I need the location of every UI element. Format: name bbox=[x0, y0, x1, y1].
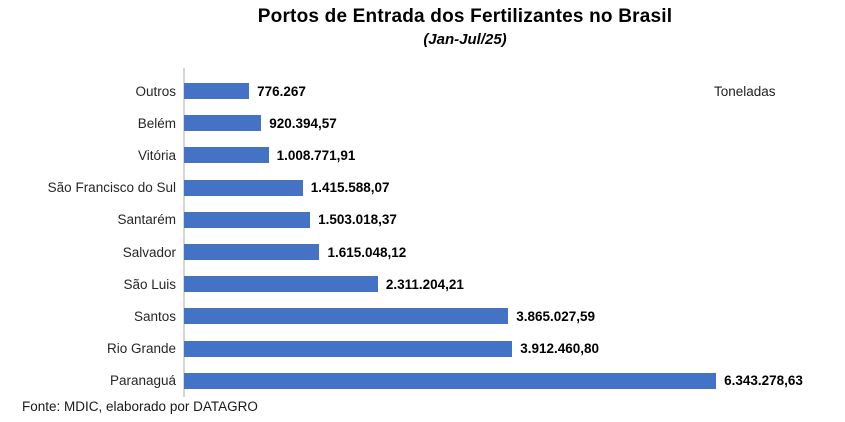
bar-track: 1.008.771,91 bbox=[184, 139, 845, 171]
title-block: Portos de Entrada dos Fertilizantes no B… bbox=[85, 6, 845, 48]
bar bbox=[184, 211, 311, 228]
bar-track: 3.865.027,59 bbox=[184, 300, 845, 332]
bar-track: 1.615.048,12 bbox=[184, 236, 845, 268]
bar-row: Outros 776.267 bbox=[0, 75, 845, 107]
value-label: 6.343.278,63 bbox=[724, 373, 803, 389]
unit-label: Toneladas bbox=[714, 84, 776, 99]
value-label: 1.503.018,37 bbox=[318, 212, 397, 228]
y-axis-line bbox=[183, 68, 185, 397]
bar-row: Rio Grande 3.912.460,80 bbox=[0, 333, 845, 365]
bar-track: 6.343.278,63 bbox=[184, 365, 845, 397]
chart-subtitle: (Jan-Jul/25) bbox=[423, 31, 507, 48]
bar-track: 1.503.018,37 bbox=[184, 204, 845, 236]
bar-track: 3.912.460,80 bbox=[184, 333, 845, 365]
bar-row: São Luis 2.311.204,21 bbox=[0, 268, 845, 300]
bar-track: 2.311.204,21 bbox=[184, 268, 845, 300]
bar bbox=[184, 179, 303, 196]
chart-title: Portos de Entrada dos Fertilizantes no B… bbox=[257, 6, 673, 27]
category-label: Vitória bbox=[137, 147, 176, 163]
category-label: Santos bbox=[133, 308, 176, 324]
value-label: 776.267 bbox=[257, 83, 306, 99]
category-label: Outros bbox=[135, 83, 176, 99]
bar-row: Belém 920.394,57 bbox=[0, 107, 845, 139]
category-label: Rio Grande bbox=[106, 341, 176, 357]
bar bbox=[184, 276, 378, 293]
bar bbox=[184, 147, 269, 164]
value-label: 1.615.048,12 bbox=[327, 244, 407, 260]
value-label: 920.394,57 bbox=[269, 115, 337, 131]
bar bbox=[184, 340, 513, 357]
category-label: São Francisco do Sul bbox=[47, 180, 176, 196]
category-label: Paranaguá bbox=[109, 373, 176, 389]
source-note: Fonte: MDIC, elaborado por DATAGRO bbox=[22, 399, 258, 414]
bar-row: Paranaguá 6.343.278,63 bbox=[0, 365, 845, 397]
category-label: Belém bbox=[137, 115, 176, 131]
bar-row: Santarém 1.503.018,37 bbox=[0, 204, 845, 236]
category-label: São Luis bbox=[123, 276, 176, 292]
bar-track: 920.394,57 bbox=[184, 107, 845, 139]
bar bbox=[184, 115, 262, 132]
category-label: Salvador bbox=[122, 244, 176, 260]
value-label: 1.415.588,07 bbox=[310, 180, 390, 196]
value-label: 3.865.027,59 bbox=[516, 308, 596, 324]
value-label: 2.311.204,21 bbox=[385, 276, 464, 292]
bar bbox=[184, 244, 320, 261]
category-label: Santarém bbox=[117, 212, 176, 228]
bar-row: Salvador 1.615.048,12 bbox=[0, 236, 845, 268]
bar-row: Vitória 1.008.771,91 bbox=[0, 139, 845, 171]
value-label: 1.008.771,91 bbox=[276, 147, 356, 163]
bar-track: 1.415.588,07 bbox=[184, 172, 845, 204]
bar-rows: Outros 776.267 Belém 920.394,57 Vitória 1.008… bbox=[0, 75, 845, 397]
bar-track: 776.267 bbox=[184, 75, 845, 107]
bar bbox=[184, 372, 717, 389]
bar bbox=[184, 83, 250, 100]
bar-row: São Francisco do Sul 1.415.588,07 bbox=[0, 172, 845, 204]
bar bbox=[184, 308, 509, 325]
bar-row: Santos 3.865.027,59 bbox=[0, 300, 845, 332]
value-label: 3.912.460,80 bbox=[520, 341, 600, 357]
